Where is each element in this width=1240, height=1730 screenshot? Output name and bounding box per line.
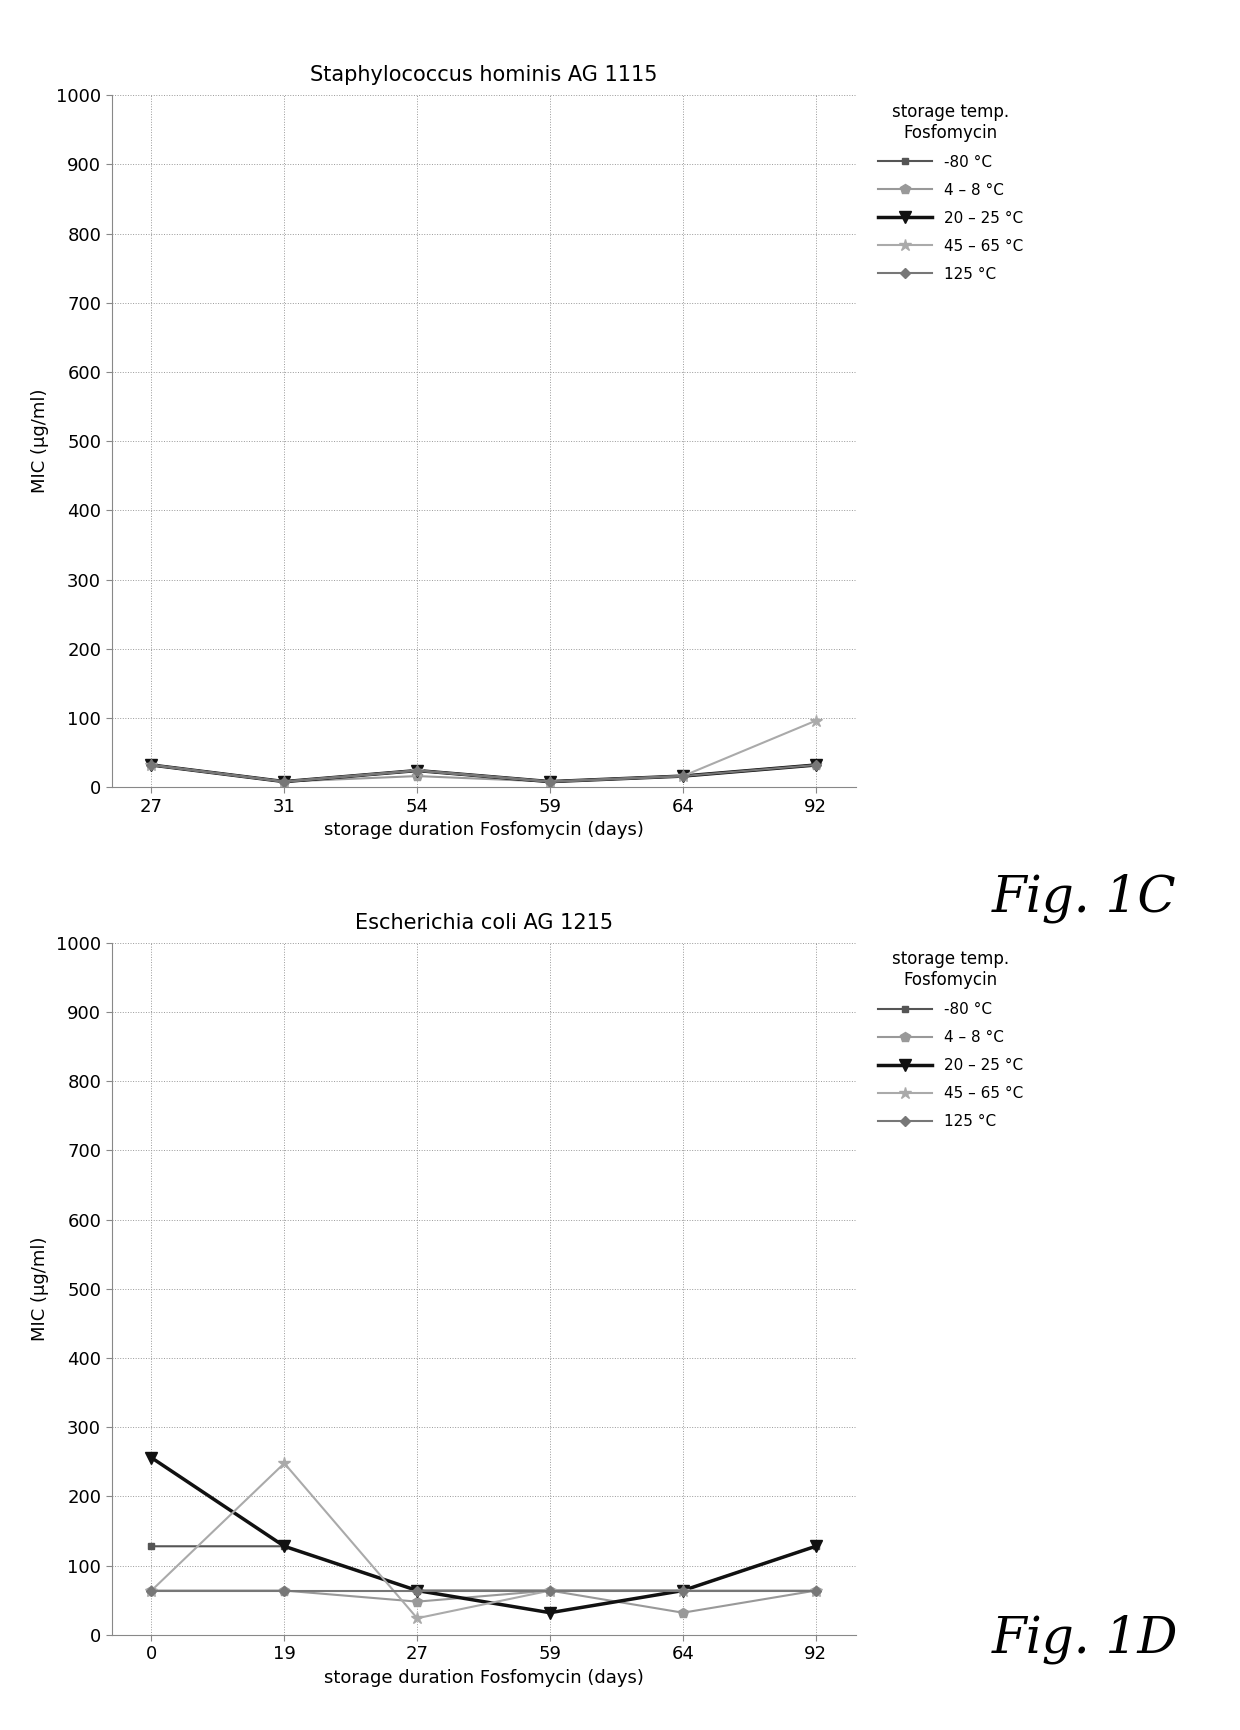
20 – 25 °C [676, 1579, 691, 1600]
Line: 125 °C: 125 °C [148, 761, 820, 785]
Text: Fig. 1C: Fig. 1C [992, 874, 1177, 924]
125 °C [144, 1579, 159, 1600]
20 – 25 °C [676, 766, 691, 787]
Line: 20 – 25 °C: 20 – 25 °C [146, 1451, 821, 1618]
Line: 45 – 65 °C: 45 – 65 °C [145, 714, 822, 787]
125 °C [144, 754, 159, 775]
4 – 8 °C [409, 766, 424, 787]
-80 °C [277, 1536, 291, 1557]
45 – 65 °C [277, 772, 291, 792]
Line: 20 – 25 °C: 20 – 25 °C [146, 759, 821, 787]
4 – 8 °C [144, 1579, 159, 1600]
-80 °C [409, 759, 424, 780]
4 – 8 °C [543, 1579, 558, 1600]
125 °C [543, 1579, 558, 1600]
Line: -80 °C: -80 °C [148, 1543, 820, 1593]
20 – 25 °C [808, 1536, 823, 1557]
20 – 25 °C [144, 1448, 159, 1469]
-80 °C [277, 772, 291, 792]
Title: Escherichia coli AG 1215: Escherichia coli AG 1215 [355, 913, 613, 932]
-80 °C [808, 754, 823, 775]
Line: -80 °C: -80 °C [148, 761, 820, 785]
125 °C [808, 754, 823, 775]
45 – 65 °C [409, 1607, 424, 1628]
4 – 8 °C [808, 754, 823, 775]
125 °C [409, 1579, 424, 1600]
4 – 8 °C [277, 772, 291, 792]
45 – 65 °C [543, 772, 558, 792]
4 – 8 °C [808, 1579, 823, 1600]
45 – 65 °C [409, 759, 424, 780]
125 °C [543, 772, 558, 792]
-80 °C [144, 754, 159, 775]
Line: 4 – 8 °C: 4 – 8 °C [146, 759, 821, 787]
4 – 8 °C [277, 1579, 291, 1600]
125 °C [676, 1579, 691, 1600]
-80 °C [543, 772, 558, 792]
20 – 25 °C [277, 1536, 291, 1557]
20 – 25 °C [543, 1602, 558, 1623]
Title: Staphylococcus hominis AG 1115: Staphylococcus hominis AG 1115 [310, 66, 657, 85]
-80 °C [676, 1579, 691, 1600]
20 – 25 °C [409, 1579, 424, 1600]
45 – 65 °C [543, 1579, 558, 1600]
4 – 8 °C [409, 1592, 424, 1612]
Line: 45 – 65 °C: 45 – 65 °C [145, 1457, 822, 1624]
Legend: -80 °C, 4 – 8 °C, 20 – 25 °C, 45 – 65 °C, 125 °C: -80 °C, 4 – 8 °C, 20 – 25 °C, 45 – 65 °C… [878, 950, 1023, 1130]
4 – 8 °C [543, 772, 558, 792]
Text: Fig. 1D: Fig. 1D [992, 1614, 1178, 1664]
4 – 8 °C [676, 766, 691, 787]
X-axis label: storage duration Fosfomycin (days): storage duration Fosfomycin (days) [324, 1669, 644, 1687]
-80 °C [543, 1579, 558, 1600]
Line: 125 °C: 125 °C [148, 1586, 820, 1593]
20 – 25 °C [808, 754, 823, 775]
45 – 65 °C [808, 1579, 823, 1600]
-80 °C [409, 1579, 424, 1600]
Y-axis label: MIC (µg/ml): MIC (µg/ml) [31, 1237, 50, 1341]
125 °C [277, 772, 291, 792]
Line: 4 – 8 °C: 4 – 8 °C [146, 1586, 821, 1618]
4 – 8 °C [676, 1602, 691, 1623]
-80 °C [676, 766, 691, 787]
X-axis label: storage duration Fosfomycin (days): storage duration Fosfomycin (days) [324, 822, 644, 839]
20 – 25 °C [543, 772, 558, 792]
125 °C [808, 1579, 823, 1600]
125 °C [277, 1579, 291, 1600]
45 – 65 °C [676, 766, 691, 787]
45 – 65 °C [144, 1579, 159, 1600]
125 °C [409, 759, 424, 780]
20 – 25 °C [409, 759, 424, 780]
Y-axis label: MIC (µg/ml): MIC (µg/ml) [31, 389, 50, 493]
45 – 65 °C [808, 711, 823, 732]
125 °C [676, 766, 691, 787]
45 – 65 °C [144, 754, 159, 775]
4 – 8 °C [144, 754, 159, 775]
45 – 65 °C [277, 1453, 291, 1474]
20 – 25 °C [144, 754, 159, 775]
-80 °C [144, 1536, 159, 1557]
20 – 25 °C [277, 772, 291, 792]
Legend: -80 °C, 4 – 8 °C, 20 – 25 °C, 45 – 65 °C, 125 °C: -80 °C, 4 – 8 °C, 20 – 25 °C, 45 – 65 °C… [878, 102, 1023, 282]
-80 °C [808, 1536, 823, 1557]
45 – 65 °C [676, 1579, 691, 1600]
